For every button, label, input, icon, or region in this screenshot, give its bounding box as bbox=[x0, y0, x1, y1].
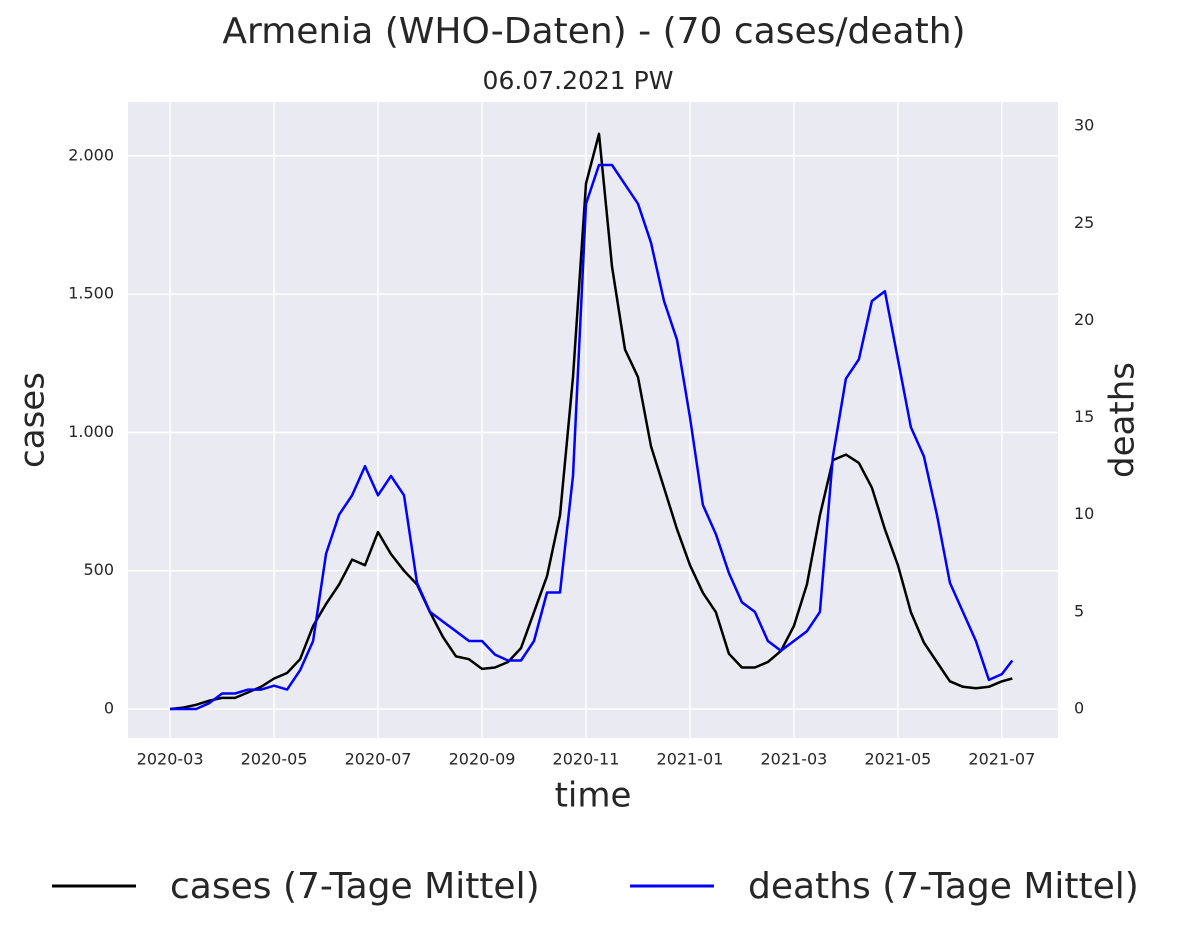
y2-tick-label: 5 bbox=[1074, 601, 1084, 620]
y2-axis-label: deaths bbox=[1103, 362, 1143, 478]
plot-area bbox=[128, 102, 1058, 738]
chart-subtitle: 06.07.2021 PW bbox=[483, 66, 674, 95]
y-tick-label: 1.000 bbox=[68, 422, 114, 441]
x-tick-label: 2020-05 bbox=[241, 750, 308, 769]
y2-tick-label: 30 bbox=[1074, 116, 1094, 135]
x-tick-label: 2021-05 bbox=[864, 750, 931, 769]
y2-tick-label: 15 bbox=[1074, 407, 1094, 426]
x-tick-label: 2020-09 bbox=[449, 750, 516, 769]
y2-tick-label: 25 bbox=[1074, 213, 1094, 232]
x-tick-label: 2020-11 bbox=[553, 750, 620, 769]
series-line bbox=[170, 163, 1014, 711]
x-tick-label: 2021-03 bbox=[760, 750, 827, 769]
x-tick-label: 2021-07 bbox=[968, 750, 1035, 769]
y2-tick-label: 20 bbox=[1074, 310, 1094, 329]
series-line bbox=[169, 132, 1013, 711]
y-tick-label: 0 bbox=[104, 698, 114, 717]
y2-tick-label: 10 bbox=[1074, 504, 1094, 523]
y-tick-label: 1.500 bbox=[68, 284, 114, 303]
y2-tick-label: 0 bbox=[1074, 699, 1084, 718]
x-tick-label: 2021-01 bbox=[657, 750, 724, 769]
legend-label: deaths (7-Tage Mittel) bbox=[748, 866, 1139, 907]
y-tick-label: 2.000 bbox=[68, 145, 114, 164]
y-axis-label: cases bbox=[13, 372, 53, 468]
x-tick-label: 2020-07 bbox=[345, 750, 412, 769]
legend-label: cases (7-Tage Mittel) bbox=[170, 866, 540, 907]
chart-title: Armenia (WHO-Daten) - (70 cases/death) bbox=[222, 11, 965, 52]
x-tick-label: 2020-03 bbox=[137, 750, 204, 769]
y-tick-label: 500 bbox=[83, 560, 114, 579]
x-axis-label: time bbox=[555, 776, 632, 816]
